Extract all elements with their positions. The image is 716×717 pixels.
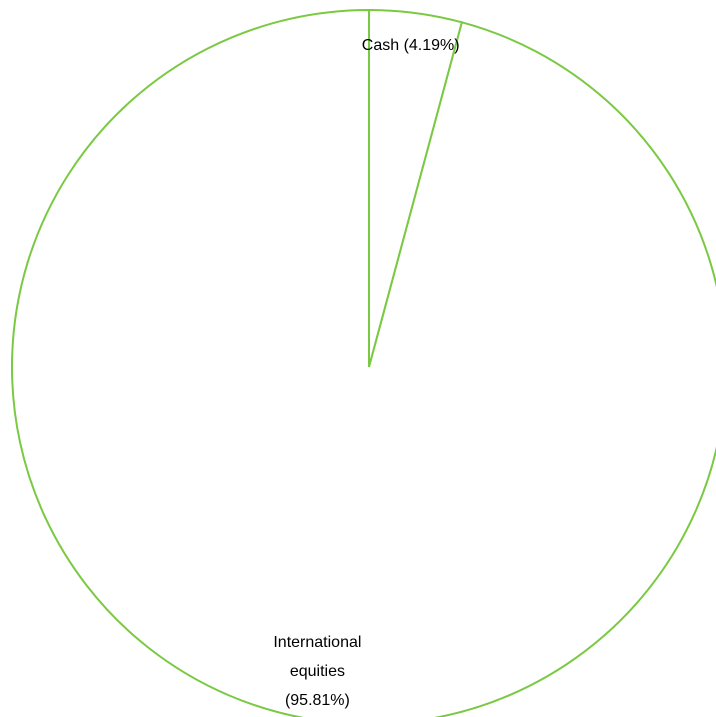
data-label-cash: Cash (4.19%): [362, 37, 460, 54]
data-label-line: (95.81%): [285, 692, 350, 709]
data-label-line: equities: [290, 663, 345, 680]
pie-slice-international-equities: [11, 8, 716, 717]
data-label-line: Cash (4.19%): [362, 37, 460, 54]
data-label-international-equities: International equities (95.81%): [273, 634, 361, 709]
data-label-line: International: [273, 634, 361, 651]
pie-labels: Cash (4.19%) International equities (95.81%…: [273, 37, 459, 709]
pie-slices: [11, 8, 716, 717]
